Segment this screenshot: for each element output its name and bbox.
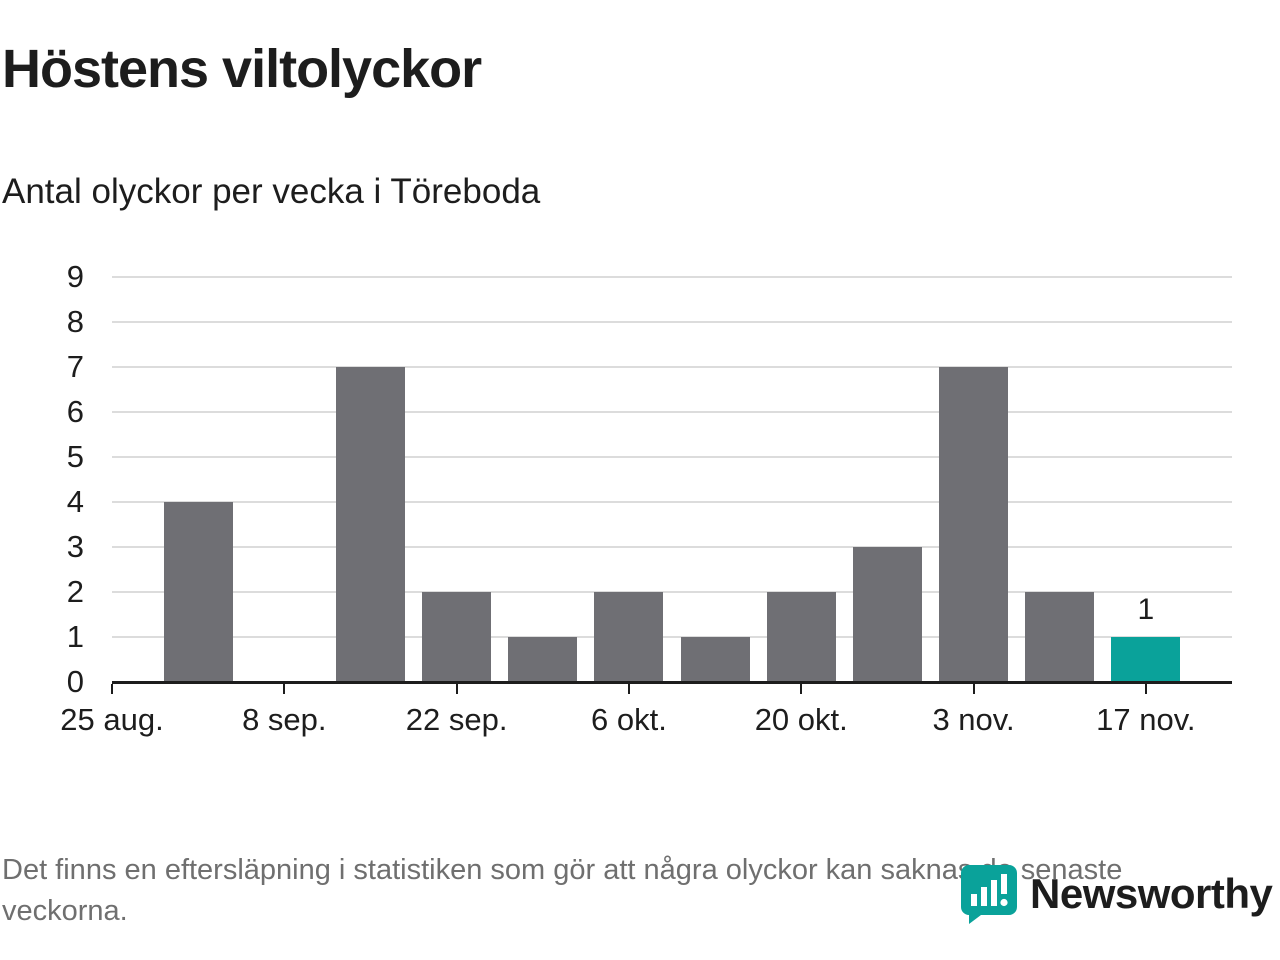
x-tick-mark bbox=[1144, 684, 1147, 694]
newsworthy-logo-text: Newsworthy bbox=[1030, 870, 1273, 917]
x-tick-label: 20 okt. bbox=[754, 702, 848, 737]
bar bbox=[508, 637, 578, 682]
x-tick-label: 8 sep. bbox=[242, 702, 327, 737]
y-tick-label: 1 bbox=[66, 619, 84, 654]
y-tick-label: 7 bbox=[66, 349, 84, 384]
plot-area: 0 1 2 3 4 5 6 7 8 9 25 aug. 8 sep. 22 sep. 6 okt. 20 o… bbox=[60, 259, 1232, 737]
gridline bbox=[112, 636, 1232, 638]
x-tick-label: 3 nov. bbox=[932, 702, 1015, 737]
x-tick-mark bbox=[283, 684, 286, 694]
x-tick-mark bbox=[455, 684, 458, 694]
x-tick-label: 22 sep. bbox=[405, 702, 508, 737]
bar bbox=[163, 502, 233, 682]
gridline bbox=[112, 321, 1232, 323]
gridline bbox=[112, 591, 1232, 593]
gridline bbox=[112, 501, 1232, 503]
y-tick-label: 0 bbox=[66, 664, 84, 699]
x-axis-line bbox=[112, 681, 1232, 684]
bar bbox=[336, 367, 405, 682]
bar bbox=[852, 547, 922, 682]
chart-footnote: Det finns en eftersläpning i statistiken… bbox=[2, 854, 1123, 928]
x-tick-mark bbox=[800, 684, 803, 694]
gridline bbox=[112, 411, 1232, 413]
x-tick-label: 17 nov. bbox=[1096, 702, 1196, 737]
y-tick-label: 5 bbox=[66, 439, 84, 474]
y-tick-label: 9 bbox=[66, 259, 84, 294]
y-tick-label: 8 bbox=[66, 304, 84, 339]
chart-subtitle: Antal olyckor per vecka i Töreboda bbox=[2, 172, 541, 211]
newsworthy-logo-icon bbox=[961, 865, 1017, 924]
bar bbox=[422, 592, 492, 682]
x-tick-mark bbox=[111, 684, 113, 694]
newsworthy-logo: Newsworthy bbox=[960, 864, 1273, 924]
page-title: Höstens viltolyckor bbox=[2, 39, 482, 99]
x-tick-mark bbox=[627, 684, 630, 694]
x-tick-label: 25 aug. bbox=[60, 702, 164, 737]
gridline bbox=[112, 546, 1232, 548]
y-tick-label: 6 bbox=[66, 394, 84, 429]
gridline bbox=[112, 456, 1232, 458]
bar bbox=[939, 367, 1008, 682]
bar bbox=[594, 592, 664, 682]
y-tick-label: 2 bbox=[66, 574, 84, 609]
gridline bbox=[112, 276, 1232, 278]
bar bbox=[1025, 592, 1095, 682]
y-tick-label: 4 bbox=[66, 484, 84, 519]
bar bbox=[1111, 637, 1181, 682]
gridline bbox=[112, 366, 1232, 368]
bar bbox=[680, 637, 750, 682]
x-tick-mark bbox=[972, 684, 975, 694]
bar-value-label: 1 bbox=[1137, 593, 1155, 626]
x-tick-label: 6 okt. bbox=[591, 702, 667, 737]
bar bbox=[766, 592, 836, 682]
y-tick-label: 3 bbox=[66, 529, 84, 564]
